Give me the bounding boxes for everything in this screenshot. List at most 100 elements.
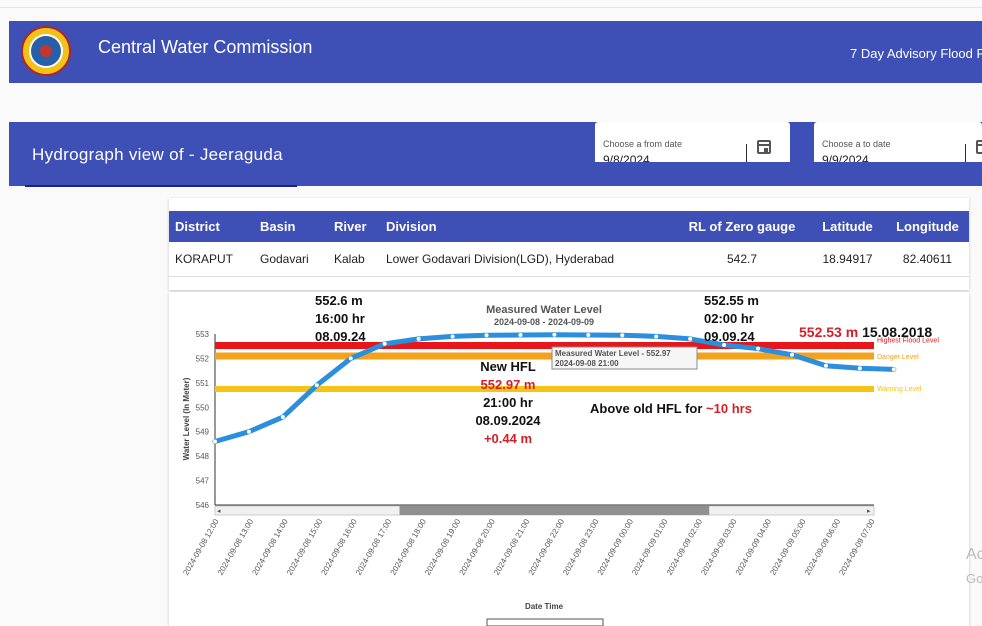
title-underline (25, 185, 297, 187)
tooltip-box (551, 346, 698, 370)
scroll-left-arrow-icon[interactable]: ◂ (217, 508, 221, 515)
data-point (823, 363, 828, 368)
chart-scrollbar-thumb[interactable] (399, 506, 710, 515)
tooltip-time: 2024-09-08 21:00 (555, 359, 619, 368)
y-tick-label: 550 (196, 403, 210, 412)
left-peak-time: 16:00 hr (315, 311, 365, 326)
x-tick-label: 2024-09-09 06:00 (803, 517, 843, 577)
header-longitude: Longitude (886, 211, 969, 242)
to-date-label: Choose a to date (822, 139, 891, 149)
to-date-separator (965, 144, 966, 162)
new-hfl-title: New HFL (480, 359, 536, 374)
from-date-input[interactable]: 9/8/2024 (603, 153, 650, 162)
from-date-separator (746, 144, 747, 162)
data-point (688, 336, 693, 341)
data-point (280, 415, 285, 420)
x-tick-label: 2024-09-09 07:00 (837, 517, 877, 577)
new-hfl-value: 552.97 m (480, 377, 536, 392)
threshold-label: Warning Level (877, 386, 922, 393)
data-point (450, 334, 455, 339)
y-tick-label: 551 (196, 379, 210, 388)
calendar-icon[interactable] (757, 140, 771, 154)
data-point (857, 366, 862, 371)
x-axis-label: Date Time (525, 602, 564, 611)
chart-subtitle: 2024-09-08 - 2024-09-09 (494, 317, 594, 327)
data-point (654, 334, 659, 339)
cell-river: Kalab (328, 242, 380, 277)
x-tick-label: 2024-09-08 19:00 (423, 517, 463, 577)
x-tick-label: 2024-09-08 22:00 (527, 517, 567, 577)
chart-bottom-control (486, 618, 604, 626)
to-date-field[interactable]: Choose a to date 9/9/2024 (814, 122, 982, 162)
old-hfl-date: 15.08.2018 (862, 324, 933, 340)
tooltip-title: Measured Water Level - 552.97 (555, 349, 671, 358)
cell-district: KORAPUT (169, 242, 254, 277)
calendar-icon[interactable] (976, 140, 982, 154)
y-tick-label: 548 (196, 452, 210, 461)
data-point (213, 439, 217, 444)
data-point (416, 336, 421, 341)
y-tick-label: 549 (196, 428, 210, 437)
chart-title: Measured Water Level (486, 304, 602, 316)
right-peak-date: 09.09.24 (704, 329, 755, 344)
threshold-label: Highest Flood Level (877, 337, 939, 344)
new-hfl-time: 21:00 hr (483, 395, 533, 410)
data-point (586, 332, 591, 337)
station-info-card: District Basin River Division RL of Zero… (169, 198, 969, 290)
x-tick-label: 2024-09-09 01:00 (630, 517, 670, 577)
app-header: Central Water Commission 7 Day Advisory … (9, 21, 982, 83)
header-basin: Basin (254, 211, 328, 242)
x-tick-label: 2024-09-08 18:00 (389, 517, 429, 577)
left-peak-annotation: 552.6 m 16:00 hr 08.09.24 (315, 292, 366, 346)
old-hfl-annotation: 552.53 m 15.08.2018 (799, 323, 932, 341)
x-tick-label: 2024-09-08 16:00 (319, 517, 359, 577)
left-peak-value: 552.6 m (315, 293, 363, 308)
data-point (382, 341, 387, 346)
data-point (348, 356, 353, 361)
x-tick-label: 2024-09-08 14:00 (250, 517, 290, 577)
cell-basin: Godavari (254, 242, 328, 277)
x-tick-label: 2024-09-08 15:00 (285, 517, 325, 577)
y-tick-label: 547 (196, 477, 210, 486)
hydrograph-header: Hydrograph view of - Jeeraguda Choose a … (9, 122, 982, 187)
header-river: River (328, 211, 380, 242)
header-district: District (169, 211, 254, 242)
cell-latitude: 18.94917 (809, 242, 886, 277)
new-hfl-delta: +0.44 m (483, 431, 533, 446)
cell-rl-zero-gauge: 542.7 (675, 242, 809, 277)
header-latitude: Latitude (809, 211, 886, 242)
activation-watermark-sub: Go (966, 571, 982, 586)
from-date-field[interactable]: Choose a from date 9/8/2024 (595, 122, 790, 162)
new-hfl-date: 08.09.2024 (475, 413, 541, 428)
x-tick-label: 2024-09-08 17:00 (354, 517, 394, 577)
data-point (518, 332, 523, 337)
x-tick-label: 2024-09-09 05:00 (768, 517, 808, 577)
data-point (620, 333, 625, 338)
right-peak-annotation: 552.55 m 02:00 hr 09.09.24 (704, 292, 759, 346)
cwc-logo-icon[interactable] (21, 26, 71, 76)
threshold-label: Danger Level (877, 354, 919, 361)
activation-watermark: Ac (966, 546, 982, 563)
x-tick-label: 2024-09-09 00:00 (596, 517, 636, 577)
left-peak-date: 08.09.24 (315, 329, 366, 344)
app-title: Central Water Commission (98, 37, 313, 57)
right-peak-time: 02:00 hr (704, 311, 754, 326)
above-hfl-annotation: Above old HFL for ~10 hrs (590, 400, 752, 418)
data-point (756, 346, 761, 351)
table-row: KORAPUT Godavari Kalab Lower Godavari Di… (169, 242, 969, 277)
scroll-right-arrow-icon[interactable]: ▸ (867, 508, 871, 515)
advisory-link[interactable]: 7 Day Advisory Flood Fo (850, 46, 982, 61)
y-tick-label: 552 (196, 354, 210, 363)
data-point (484, 333, 489, 338)
data-point (891, 367, 896, 372)
data-point (722, 342, 727, 347)
from-date-label: Choose a from date (603, 139, 683, 149)
to-date-input[interactable]: 9/9/2024 (822, 153, 869, 162)
x-tick-label: 2024-09-08 13:00 (216, 517, 256, 577)
data-point (552, 332, 557, 337)
header-rl-zero-gauge: RL of Zero gauge (675, 211, 809, 242)
x-tick-label: 2024-09-09 02:00 (665, 517, 705, 577)
above-hfl-duration: ~10 hrs (706, 401, 752, 416)
